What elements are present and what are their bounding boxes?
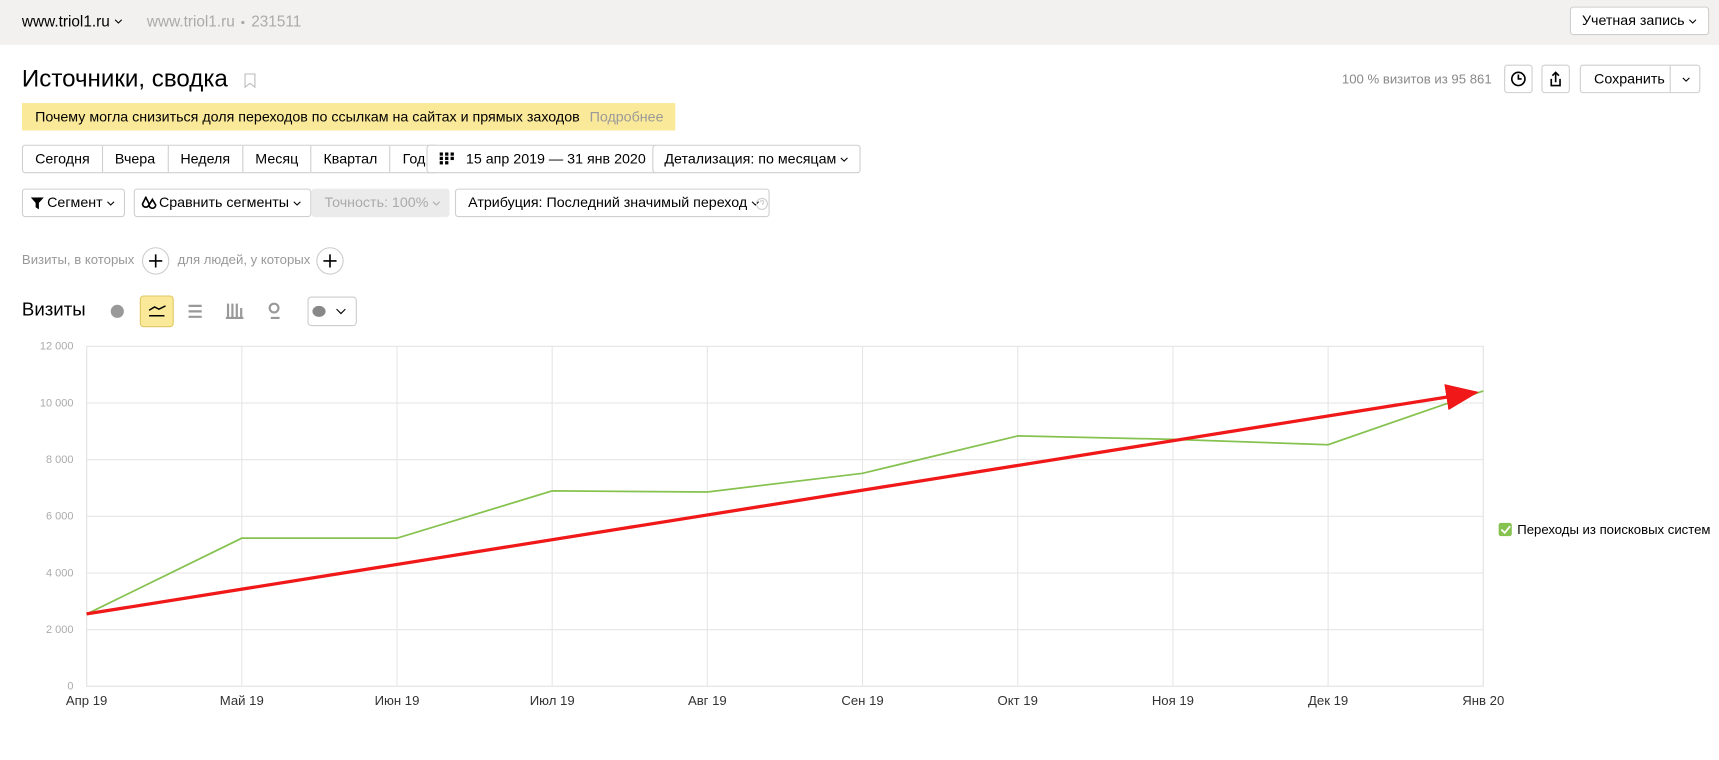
chevron — [433, 200, 441, 206]
attribution-button[interactable]: Атрибуция: Последний значимый переход — [454, 188, 770, 218]
period-tab[interactable]: Вчера — [101, 145, 167, 173]
chart: 0 2 000 4 000 6 000 8 000 10 000 12 000 Апр 19 М… — [40, 341, 1711, 708]
x-tick-label: Апр 19 — [66, 693, 107, 708]
chevron — [751, 200, 760, 206]
export-button[interactable] — [1541, 64, 1570, 94]
date-range: 15 апр 2019 — 31 янв 2020 — [465, 150, 646, 167]
attribution-label: Атрибуция: Последний значимый переход — [468, 194, 748, 211]
site-name: www.triol1.ru — [21, 12, 110, 30]
visits-condition: Визиты, в которых — [21, 252, 135, 268]
period-tab[interactable]: Месяц — [242, 145, 310, 173]
x-tick-label: Июн 19 — [375, 693, 420, 708]
people-condition: для людей, у которых — [177, 252, 311, 268]
visits-share: 100 % визитов из 95 861 — [1341, 71, 1492, 87]
y-tick-label: 2 000 — [46, 624, 73, 636]
separator — [241, 20, 245, 24]
series-line — [86, 390, 1484, 615]
accuracy-label: Точность: 100% — [324, 194, 429, 211]
period-tab[interactable]: Неделя — [167, 145, 242, 173]
counter-site: www.triol1.ru — [146, 12, 235, 30]
add-people-condition[interactable] — [316, 247, 345, 276]
y-tick-label: 10 000 — [40, 397, 74, 409]
period-tab[interactable]: Квартал — [310, 145, 389, 173]
detail-button[interactable]: Детализация: по месяцам — [652, 144, 862, 174]
accuracy-button: Точность: 100% — [311, 188, 450, 218]
history-button[interactable] — [1504, 64, 1533, 94]
line-icon-active[interactable] — [139, 295, 174, 328]
x-tick-label: Сен 19 — [841, 693, 883, 708]
chevron — [1681, 76, 1690, 82]
save-menu[interactable] — [1669, 65, 1701, 93]
period-tab[interactable]: Год — [389, 145, 437, 173]
share-icon — [1550, 71, 1561, 87]
x-tick-label: Дек 19 — [1308, 693, 1348, 708]
clock-icon — [1510, 71, 1526, 87]
x-tick-label: Янв 20 — [1462, 693, 1504, 708]
x-tick-label: Май 19 — [220, 693, 264, 708]
bar-icon[interactable] — [225, 303, 244, 320]
help-icon[interactable] — [755, 197, 768, 210]
add-visit-condition[interactable] — [141, 247, 170, 276]
annotation-button[interactable] — [307, 296, 357, 327]
y-tick-label: 4 000 — [46, 567, 73, 579]
report-title: Источники, сводка — [21, 64, 228, 93]
counter-id: 231511 — [251, 12, 302, 30]
x-tick-label: Ноя 19 — [1152, 693, 1194, 708]
pie-icon[interactable] — [110, 304, 124, 318]
account-label: Учетная запись — [1581, 12, 1685, 29]
save-button[interactable]: Сохранить — [1594, 70, 1665, 87]
legend-checkbox — [1498, 522, 1512, 537]
legend-check — [1500, 525, 1511, 535]
period-tab[interactable]: Сегодня — [35, 150, 90, 167]
account-button[interactable]: Учетная запись — [1569, 6, 1710, 36]
drops-icon — [141, 196, 157, 210]
notice: Почему могла снизиться доля переходов по… — [21, 103, 676, 131]
y-tick-label: 6 000 — [46, 511, 73, 523]
x-tick-label: Окт 19 — [998, 693, 1038, 708]
x-tick-label: Июл 19 — [530, 693, 575, 708]
top-bar — [0, 0, 1719, 45]
save-group: Сохранить — [1579, 64, 1701, 94]
period-tabs: Сегодня Вчера Неделя Месяц Квартал Год — [21, 144, 439, 174]
date-picker[interactable]: 15 апр 2019 — 31 янв 2020 — [426, 144, 659, 174]
segment-button[interactable]: Сегмент — [21, 188, 126, 218]
compare-button[interactable]: Сравнить сегменты — [133, 188, 312, 218]
chevron — [114, 19, 123, 25]
compare-label: Сравнить сегменты — [158, 194, 290, 211]
chevron — [841, 156, 849, 162]
notice-link[interactable]: Подробнее — [589, 108, 664, 125]
area-icon[interactable] — [188, 304, 202, 318]
y-tick-label: 12 000 — [40, 341, 74, 353]
y-tick-label: 8 000 — [46, 454, 73, 466]
bookmark-icon[interactable] — [243, 72, 256, 89]
counter-info: www.triol1.ru 231511 — [147, 12, 301, 30]
trend-arrow-annotation — [86, 384, 1479, 616]
notice-text: Почему могла снизиться доля переходов по… — [35, 108, 580, 125]
x-tick-label: Авг 19 — [688, 693, 727, 708]
chevron — [1689, 18, 1697, 24]
y-tick-label: 0 — [67, 681, 73, 693]
segment-label: Сегмент — [47, 194, 103, 211]
chart-type-toolbar — [110, 295, 357, 328]
detail-label: Детализация: по месяцам — [664, 150, 837, 167]
chevron — [293, 200, 302, 206]
site-selector[interactable]: www.triol1.ru — [22, 12, 123, 30]
chevron — [107, 200, 115, 206]
filter-icon — [30, 197, 44, 210]
calendar-icon — [439, 152, 454, 165]
legend-label: Переходы из поисковых систем — [1517, 522, 1710, 537]
section-title: Визиты — [21, 299, 86, 321]
map-icon[interactable] — [268, 302, 280, 314]
